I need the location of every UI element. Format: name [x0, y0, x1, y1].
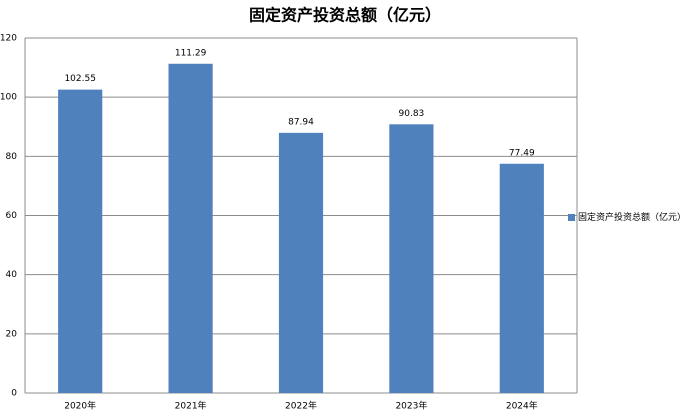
bar — [168, 63, 213, 393]
data-label: 102.55 — [64, 74, 96, 84]
bar — [278, 132, 324, 393]
y-tick-label: 80 — [6, 152, 18, 162]
x-tick-label: 2022年 — [285, 400, 317, 412]
x-tick-label: 2020年 — [64, 400, 96, 412]
legend-label: 固定资产投资总额（亿元） — [578, 211, 686, 223]
data-label: 111.29 — [175, 48, 207, 58]
bar — [58, 89, 103, 393]
y-tick-label: 0 — [11, 389, 17, 399]
x-tick-label: 2021年 — [175, 400, 207, 412]
legend-swatch — [568, 214, 575, 221]
y-tick-label: 40 — [6, 270, 18, 280]
y-tick-label: 60 — [6, 211, 18, 221]
data-label: 90.83 — [399, 109, 425, 119]
bar — [499, 163, 544, 393]
x-tick-label: 2023年 — [395, 400, 427, 412]
chart-title: 固定资产投资总额（亿元） — [249, 6, 441, 25]
y-tick-label: 100 — [0, 93, 17, 103]
data-label: 77.49 — [509, 148, 535, 158]
y-tick-label: 20 — [6, 329, 18, 339]
data-label: 87.94 — [288, 117, 314, 127]
bar — [389, 124, 434, 393]
x-tick-label: 2024年 — [506, 400, 538, 412]
y-tick-label: 120 — [0, 34, 17, 44]
